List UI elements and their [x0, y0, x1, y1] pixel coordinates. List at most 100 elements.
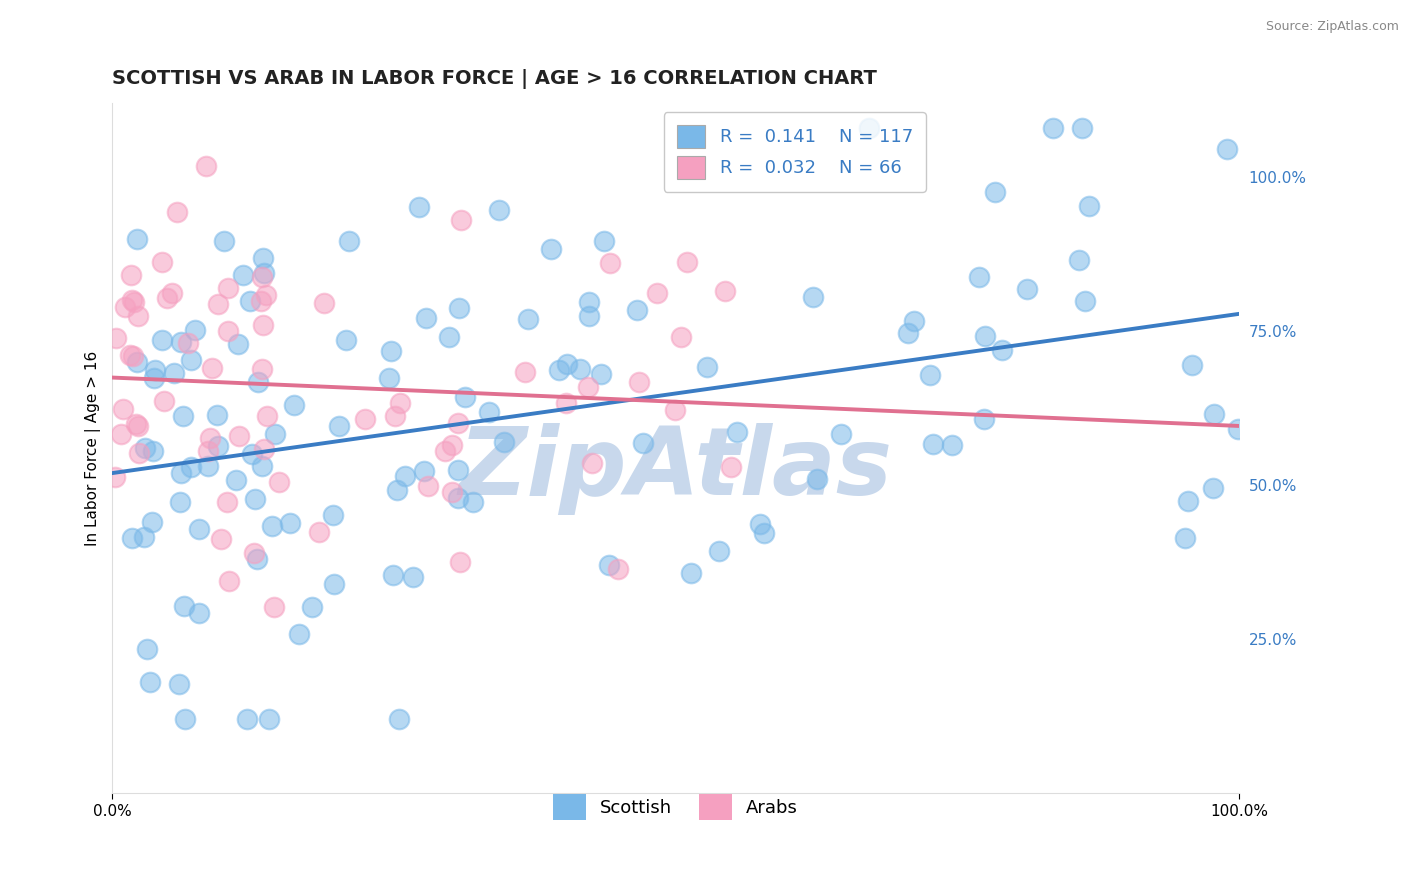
Point [308, 525, 330, 540]
Point [974, 328, 997, 343]
Point [187, 606, 209, 620]
Point [236, 712, 259, 726]
Point [922, 437, 945, 451]
Point [253, 442, 276, 456]
Point [143, 363, 166, 377]
Point [681, 566, 703, 580]
Point [645, 286, 668, 301]
Point [626, 303, 648, 318]
Point [163, 366, 186, 380]
Point [253, 266, 276, 280]
Point [121, 349, 143, 363]
Point [121, 293, 143, 307]
Point [252, 361, 274, 376]
Point [969, 269, 991, 284]
Point [488, 202, 510, 217]
Point [228, 429, 250, 443]
Point [631, 436, 654, 450]
Point [388, 712, 411, 726]
Point [408, 200, 430, 214]
Point [384, 409, 406, 424]
Point [897, 326, 920, 340]
Point [434, 443, 457, 458]
Point [180, 352, 202, 367]
Point [494, 434, 516, 449]
Point [153, 394, 176, 409]
Y-axis label: In Labor Force | Age > 16: In Labor Force | Age > 16 [86, 351, 101, 546]
Point [254, 288, 277, 302]
Point [225, 473, 247, 487]
Point [127, 419, 149, 434]
Point [250, 270, 273, 285]
Point [1202, 481, 1225, 495]
Point [120, 268, 142, 282]
Point [269, 475, 291, 489]
Point [249, 294, 271, 309]
Point [447, 416, 470, 430]
Point [264, 426, 287, 441]
Point [252, 251, 274, 265]
Point [205, 408, 228, 422]
Point [973, 412, 995, 426]
Point [903, 313, 925, 327]
Point [127, 355, 149, 369]
Point [830, 427, 852, 442]
Point [110, 427, 132, 442]
Point [207, 297, 229, 311]
Point [184, 323, 207, 337]
Point [104, 331, 127, 345]
Point [806, 472, 828, 486]
Point [450, 212, 472, 227]
Point [156, 291, 179, 305]
Point [218, 574, 240, 588]
Point [517, 312, 540, 326]
Point [128, 446, 150, 460]
Legend: Scottish, Arabs: Scottish, Arabs [540, 781, 811, 832]
Text: SCOTTISH VS ARAB IN LABOR FORCE | AGE > 16 CORRELATION CHART: SCOTTISH VS ARAB IN LABOR FORCE | AGE > … [112, 69, 877, 88]
Point [461, 495, 484, 509]
Point [170, 335, 193, 350]
Point [447, 301, 470, 315]
Point [177, 336, 200, 351]
Point [1042, 120, 1064, 135]
Point [118, 348, 141, 362]
Point [125, 232, 148, 246]
Point [664, 403, 686, 417]
Point [104, 470, 127, 484]
Point [170, 467, 193, 481]
Point [801, 290, 824, 304]
Point [394, 469, 416, 483]
Point [749, 516, 772, 531]
Point [246, 551, 269, 566]
Point [217, 281, 239, 295]
Point [207, 439, 229, 453]
Text: Source: ZipAtlas.com: Source: ZipAtlas.com [1265, 20, 1399, 33]
Point [1174, 531, 1197, 545]
Point [707, 544, 730, 558]
Point [139, 675, 162, 690]
Point [314, 295, 336, 310]
Point [377, 371, 399, 385]
Point [446, 491, 468, 505]
Point [257, 712, 280, 726]
Point [125, 417, 148, 431]
Point [232, 268, 254, 283]
Point [441, 438, 464, 452]
Point [713, 284, 735, 298]
Point [150, 255, 173, 269]
Point [1074, 293, 1097, 308]
Point [581, 456, 603, 470]
Point [380, 343, 402, 358]
Point [247, 376, 270, 390]
Point [217, 324, 239, 338]
Point [555, 396, 578, 410]
Point [416, 479, 439, 493]
Point [1067, 253, 1090, 268]
Point [382, 568, 405, 582]
Point [578, 294, 600, 309]
Point [627, 375, 650, 389]
Point [283, 399, 305, 413]
Point [256, 409, 278, 423]
Point [322, 508, 344, 522]
Text: ZipAtlas: ZipAtlas [458, 423, 893, 515]
